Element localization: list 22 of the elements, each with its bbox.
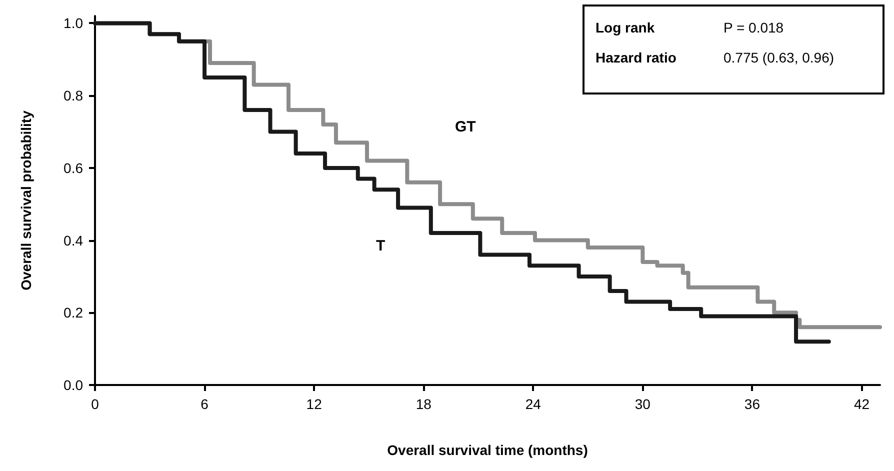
annotation: GT (455, 118, 476, 136)
x-tick-label: 18 (416, 396, 432, 412)
x-tick-label: 12 (306, 396, 322, 412)
y-tick-label: 0.4 (64, 232, 84, 248)
annotation: 0.775 (0.63, 0.96) (724, 50, 834, 66)
y-tick-label: 0.8 (64, 88, 84, 104)
annotation: T (376, 238, 386, 254)
y-axis-title: Overall survival probability (18, 110, 34, 290)
x-tick-label: 6 (200, 396, 209, 412)
annotation: P = 0.018 (724, 20, 784, 36)
x-tick-label: 30 (634, 396, 651, 412)
x-tick-label: 36 (744, 396, 760, 412)
annotation: Hazard ratio (596, 50, 676, 66)
x-tick-label: 24 (525, 396, 542, 412)
y-tick-label: 0.6 (64, 160, 84, 176)
y-tick-label: 0.0 (64, 377, 84, 393)
annotation: Log rank (596, 20, 655, 36)
y-tick-label: 0.2 (64, 304, 84, 321)
x-tick-label: 0 (91, 396, 100, 412)
x-axis-title: Overall survival time (months) (387, 442, 588, 458)
y-tick-label: 1.0 (64, 15, 84, 32)
x-tick-label: 42 (854, 396, 870, 412)
